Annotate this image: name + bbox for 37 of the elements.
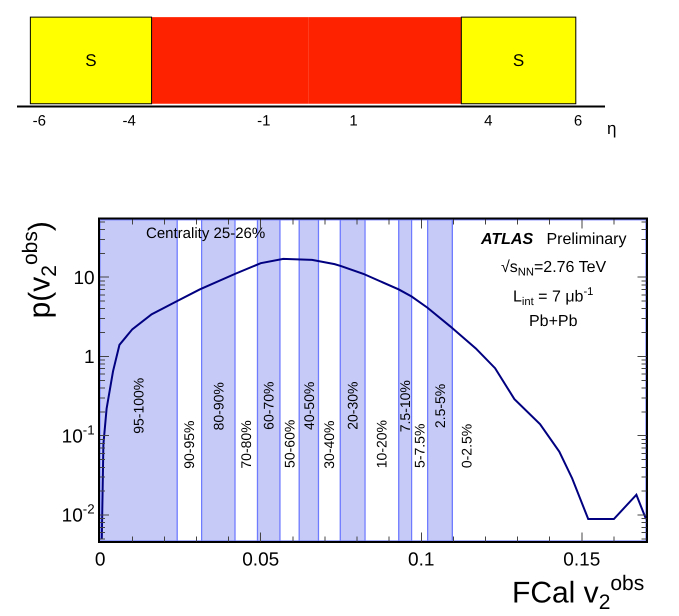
band-label: 5-7.5% <box>411 424 428 468</box>
y-tick-label: 1 <box>84 347 95 368</box>
chart-title: Centrality 25-26% <box>146 225 266 242</box>
annotation: √s$_{NN}$=2.76 TeV <box>501 259 606 278</box>
y-tick-label: 10$^{-2}$ <box>62 502 95 527</box>
annotation: L$_{int}$ = 7 μb$^{-1}$ <box>513 286 594 308</box>
x-tick-label: -4 <box>122 112 136 130</box>
series-label: S <box>512 50 524 70</box>
band-label: 10-20% <box>374 420 390 468</box>
x-tick-label: 0.15 <box>563 550 600 571</box>
x-tick-label: 0.05 <box>242 550 280 571</box>
annotation: ATLAS Preliminary <box>480 231 626 248</box>
x-tick-label: -1 <box>257 112 270 130</box>
y-tick-label: 10 <box>73 268 95 289</box>
series-label: S <box>85 50 97 70</box>
band-label: 90-95% <box>181 420 198 469</box>
band-label: 40-50% <box>300 382 317 430</box>
band-label: 0-2.5% <box>458 424 475 468</box>
x-tick-label: 0.1 <box>408 550 434 571</box>
band-label: 30-40% <box>321 420 338 469</box>
band-label: 2.5-5% <box>432 384 448 428</box>
band-label: 95-100% <box>130 378 147 434</box>
x-tick-label: 1 <box>349 112 358 130</box>
y-tick-label: 10$^{-1}$ <box>62 422 95 448</box>
band-label: 70-80% <box>238 420 254 469</box>
x-axis-title: η <box>607 119 616 138</box>
x-tick-label: -6 <box>32 112 46 130</box>
band-label: 20-30% <box>344 382 361 430</box>
band-label: 7.5-10% <box>397 380 414 432</box>
annotation: Pb+Pb <box>529 313 578 330</box>
band-label: 60-70% <box>260 382 277 430</box>
x-tick-label: 4 <box>484 112 492 130</box>
band-label: 50-60% <box>281 420 298 468</box>
x-tick-label: 6 <box>574 112 582 130</box>
x-tick-label: 0 <box>94 550 106 571</box>
line-series <box>100 258 646 540</box>
band-label: 80-90% <box>210 382 226 430</box>
